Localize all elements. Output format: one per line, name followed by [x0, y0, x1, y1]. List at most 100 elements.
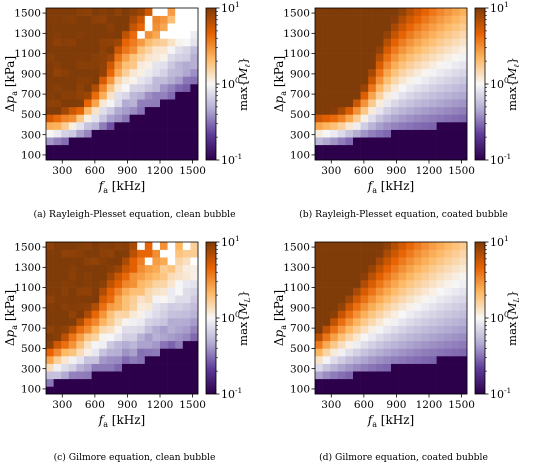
- heatmap-cell: [345, 348, 354, 357]
- y-tick-label: 100: [290, 150, 310, 162]
- heatmap-cell: [190, 378, 199, 387]
- heatmap-cell: [406, 61, 415, 70]
- heatmap-cell: [84, 38, 92, 47]
- heatmap-cell: [353, 99, 361, 108]
- heatmap-cell: [76, 129, 85, 138]
- heatmap-cell: [337, 318, 346, 326]
- colorbar-label: max{Mℓ}: [236, 57, 252, 111]
- heatmap-cell: [368, 386, 377, 395]
- heatmap-cell: [436, 287, 445, 296]
- heatmap-cell: [122, 129, 130, 138]
- heatmap-cell: [451, 249, 460, 258]
- heatmap-cell: [368, 242, 377, 250]
- heatmap-cell: [175, 114, 184, 123]
- heatmap-cell: [152, 348, 161, 357]
- heatmap-cell: [459, 249, 468, 258]
- heatmap-cell: [68, 8, 77, 16]
- heatmap-cell: [368, 363, 377, 372]
- heatmap-cell: [330, 264, 339, 273]
- heatmap-cell: [429, 61, 437, 70]
- heatmap-cell: [167, 325, 176, 334]
- heatmap-cell: [190, 310, 199, 319]
- heatmap-cell: [315, 257, 323, 266]
- heatmap-cell: [175, 249, 184, 258]
- heatmap-cell: [76, 287, 85, 296]
- heatmap-cell: [406, 144, 415, 153]
- heatmap-cell: [84, 106, 92, 115]
- heatmap-cell: [398, 378, 407, 387]
- heatmap-cell: [368, 378, 377, 387]
- heatmap-cell: [76, 310, 85, 319]
- heatmap-cell: [383, 53, 392, 62]
- heatmap-cell: [46, 106, 54, 115]
- heatmap-cell: [413, 272, 422, 281]
- heatmap-cell: [421, 257, 430, 266]
- heatmap-cell: [406, 333, 415, 342]
- heatmap-cell: [137, 38, 146, 47]
- heatmap-cell: [436, 144, 445, 153]
- heatmap-cell: [345, 325, 354, 334]
- heatmap-cell: [459, 122, 468, 130]
- heatmap-cell: [114, 106, 123, 115]
- heatmap-cell: [144, 84, 153, 92]
- panel-b: 300 600 900 1200 1500 100 300 500 700 900 1100 1300…: [269, 0, 538, 234]
- heatmap-cell: [353, 302, 361, 311]
- heatmap-cell: [175, 106, 184, 115]
- heatmap-cell: [459, 61, 468, 70]
- heatmap-cell: [315, 242, 323, 250]
- heatmap-cell: [315, 325, 323, 334]
- heatmap-cell: [413, 152, 422, 161]
- heatmap-cell: [175, 23, 184, 32]
- heatmap-cell: [106, 91, 115, 100]
- heatmap-cell: [451, 8, 460, 16]
- heatmap-cell: [459, 129, 468, 138]
- heatmap-cell: [182, 348, 191, 357]
- heatmap-cell: [76, 137, 85, 146]
- heatmap-cell: [444, 348, 453, 357]
- heatmap-cell: [106, 348, 115, 357]
- heatmap-cell: [436, 295, 445, 304]
- heatmap-cell: [330, 91, 339, 100]
- heatmap-cell: [459, 137, 468, 146]
- heatmap-cell: [413, 99, 422, 108]
- caption-c: (c) Gilmore equation, clean bubble: [53, 452, 216, 463]
- heatmap-cell: [190, 129, 199, 138]
- heatmap-cell: [451, 144, 460, 153]
- heatmap-cell: [353, 129, 361, 138]
- heatmap-cell: [330, 310, 339, 319]
- colorbar-tick-label: 101: [490, 0, 509, 15]
- x-axis-label: fa [kHz]: [367, 413, 414, 429]
- heatmap-cell: [137, 152, 146, 161]
- heatmap-cell: [444, 91, 453, 100]
- colorbar-label: max{ML}: [505, 290, 521, 346]
- heatmap-cell: [383, 287, 392, 296]
- heatmap-cell: [429, 302, 437, 311]
- heatmap-cell: [353, 257, 361, 266]
- heatmap-cell: [383, 129, 392, 138]
- heatmap-cell: [413, 340, 422, 349]
- heatmap-cell: [152, 46, 161, 54]
- heatmap-cell: [106, 106, 115, 115]
- heatmap-cell: [444, 386, 453, 395]
- heatmap-cell: [421, 310, 430, 319]
- heatmap-cell: [451, 84, 460, 92]
- heatmap-cell: [337, 8, 346, 16]
- heatmap-cell: [182, 272, 191, 281]
- heatmap-cells: [315, 242, 468, 395]
- heatmap-cell: [99, 38, 108, 47]
- heatmap-cell: [84, 242, 92, 250]
- heatmap-cell: [383, 310, 392, 319]
- heatmap-cell: [451, 137, 460, 146]
- heatmap-cell: [46, 302, 54, 311]
- heatmap-cell: [68, 333, 77, 342]
- heatmap-cell: [114, 363, 123, 372]
- heatmap-cell: [91, 242, 100, 250]
- heatmap-cell: [459, 152, 468, 161]
- heatmap-cell: [106, 378, 115, 387]
- heatmap-cell: [353, 46, 361, 54]
- heatmap-cell: [383, 264, 392, 273]
- heatmap-cell: [451, 302, 460, 311]
- heatmap-cell: [444, 264, 453, 273]
- heatmap-cell: [429, 325, 437, 334]
- heatmap-cell: [413, 371, 422, 380]
